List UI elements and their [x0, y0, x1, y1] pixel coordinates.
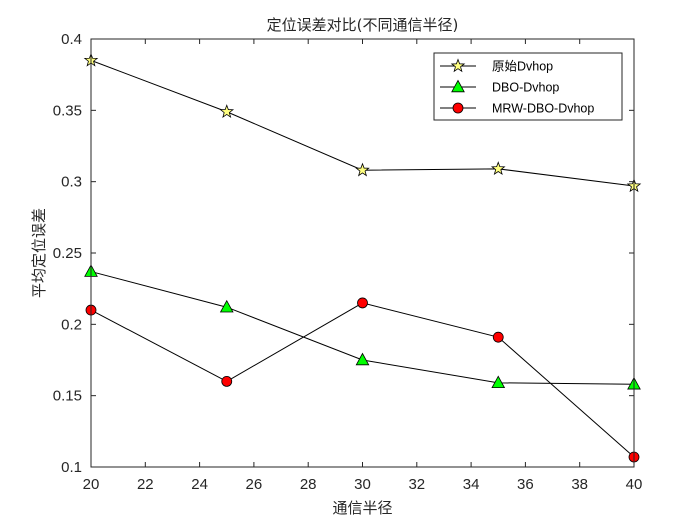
y-tick-label: 0.35	[53, 102, 82, 119]
y-tick-label: 0.4	[61, 31, 82, 48]
data-point	[490, 161, 506, 176]
x-tick-label: 40	[626, 476, 643, 493]
series-2	[84, 264, 641, 390]
x-tick-label: 36	[517, 476, 534, 493]
data-point	[219, 299, 234, 313]
data-point	[491, 375, 506, 389]
legend-entry-label: 原始Dvhop	[492, 60, 553, 74]
x-tick-label: 26	[246, 476, 263, 493]
chart-title: 定位误差对比(不同通信半径)	[267, 16, 459, 34]
y-axis-title: 平均定位误差	[30, 208, 48, 298]
x-tick-label: 22	[137, 476, 154, 493]
y-tick-label: 0.15	[53, 388, 82, 405]
x-tick-label: 28	[300, 476, 317, 493]
y-tick-label: 0.1	[61, 459, 82, 476]
legend-marker	[451, 79, 465, 93]
legend: 原始Dvhop DBO-Dvhop MRW-DBO-Dvhop	[433, 52, 623, 121]
x-tick-label: 24	[191, 476, 208, 493]
x-tick-label: 38	[571, 476, 588, 493]
y-tick-label: 0.25	[53, 245, 82, 262]
y-tick-label: 0.3	[61, 174, 82, 191]
x-axis-title: 通信半径	[332, 499, 392, 517]
data-point	[492, 331, 504, 343]
x-tick-label: 20	[83, 476, 100, 493]
y-tick-label: 0.2	[61, 316, 82, 333]
ticks-layer: 20 22 24 26 28 30 32 34 36 38 40 0.1 0.15 0.2 0.25 0.3 0…	[53, 31, 643, 493]
data-point	[355, 352, 370, 366]
legend-marker	[450, 58, 466, 73]
data-point	[355, 162, 370, 177]
data-point	[357, 297, 368, 309]
data-point	[221, 375, 233, 387]
plot-frame	[90, 38, 635, 468]
x-tick-label: 30	[354, 476, 371, 493]
legend-entry-label: MRW-DBO-Dvhop	[492, 102, 594, 116]
legend-marker	[452, 102, 464, 114]
data-point	[219, 104, 235, 118]
x-tick-label: 34	[463, 476, 480, 493]
x-tick-label: 32	[408, 476, 425, 493]
legend-entry-label: DBO-Dvhop	[492, 81, 559, 95]
